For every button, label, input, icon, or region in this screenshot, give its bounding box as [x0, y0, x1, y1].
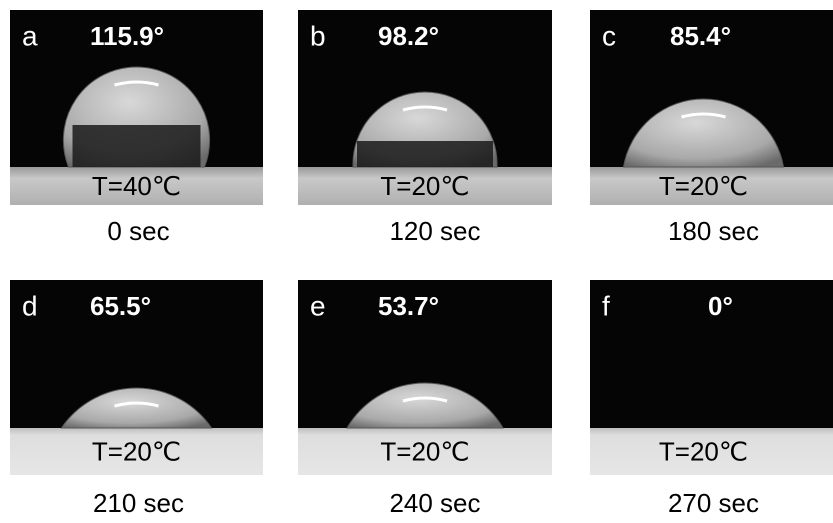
panel: a 115.9° T=40℃ 0 sec — [10, 10, 263, 246]
temperature: T=20℃ — [659, 171, 748, 201]
panel-letter: f — [602, 290, 610, 321]
time-label: 0 sec — [107, 216, 169, 246]
temperature: T=20℃ — [380, 436, 469, 466]
panel: c 85.4° T=20℃ 180 sec — [590, 10, 833, 246]
temperature: T=40℃ — [92, 171, 181, 201]
time-label: 180 sec — [668, 216, 759, 246]
panel: e 53.7° T=20℃ 240 sec — [298, 280, 552, 518]
panel-letter: e — [310, 290, 326, 321]
panel: f 0° T=20℃ 270 sec — [590, 280, 833, 518]
time-label: 120 sec — [389, 216, 480, 246]
time-label: 270 sec — [668, 488, 759, 518]
contact-angle: 85.4° — [670, 21, 731, 51]
panel: d 65.5° T=20℃ 210 sec — [10, 280, 263, 518]
time-label: 240 sec — [389, 488, 480, 518]
panel-letter: c — [602, 20, 616, 51]
panel-letter: b — [310, 20, 326, 51]
figure: a 115.9° T=40℃ 0 sec b 98.2° T=20℃ 120 sec c 85.4… — [0, 0, 833, 523]
contact-angle: 0° — [708, 291, 733, 321]
droplet-shadow — [73, 125, 201, 167]
time-label: 210 sec — [93, 488, 184, 518]
temperature: T=20℃ — [380, 171, 469, 201]
panel: b 98.2° T=20℃ 120 sec — [298, 10, 552, 246]
droplet-shadow — [357, 141, 493, 167]
contact-angle: 115.9° — [90, 21, 164, 51]
contact-angle: 98.2° — [378, 21, 439, 51]
temperature: T=20℃ — [92, 436, 181, 466]
panel-letter: a — [22, 20, 38, 51]
contact-angle: 53.7° — [378, 291, 439, 321]
temperature: T=20℃ — [659, 436, 748, 466]
panel-letter: d — [22, 290, 38, 321]
contact-angle: 65.5° — [90, 291, 151, 321]
